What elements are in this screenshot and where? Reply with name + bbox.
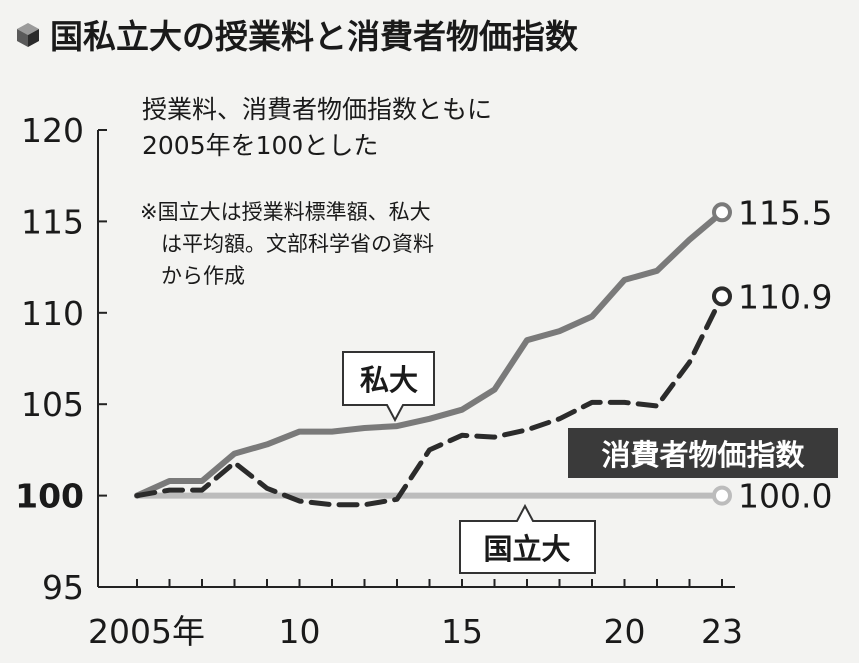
end-marker [712,286,732,307]
title-bar: 国私立大の授業料と消費者物価指数 [14,10,578,58]
x-tick-label: 23 [701,612,743,651]
series-line-shiritsu [134,209,725,499]
source-note-line: ※国立大は授業料標準額、私大 [140,200,431,224]
y-tick-label: 120 [21,111,84,150]
end-marker [712,202,732,223]
subtitle-line: 2005年を100とした [142,131,379,160]
source-note-line: は平均額。文部科学省の資料 [140,232,434,256]
y-tick-label: 95 [42,568,84,607]
y-tick-label: 110 [21,294,84,333]
end-value-label: 115.5 [738,193,832,232]
cube-icon [17,23,39,47]
y-tick-label: 100 [15,477,84,516]
subtitle-line: 授業料、消費者物価指数ともに [142,95,493,124]
series-label-box-shiritsu [342,351,435,423]
series-label-kokuritsu: 国立大 [483,532,570,566]
end-value-label: 100.0 [738,477,832,516]
end-marker [712,485,732,506]
chart-title: 国私立大の授業料と消費者物価指数 [50,17,578,56]
source-note: ※国立大は授業料標準額、私大 は平均額。文部科学省の資料 から作成 [140,196,434,292]
x-tick-label: 15 [441,612,483,651]
x-tick-label: 20 [604,612,646,651]
series-label-box-cpi [568,428,838,478]
x-tick-label: 2005年 [88,612,205,651]
series-label-cpi: 消費者物価指数 [601,438,805,472]
x-tick-label: 10 [279,612,321,651]
source-note-line: から作成 [140,264,245,288]
series-label-box-kokuritsu [459,503,596,574]
subtitle-note: 授業料、消費者物価指数ともに 2005年を100とした [142,92,492,164]
end-value-label: 110.9 [738,277,832,316]
y-tick-label: 115 [21,202,84,241]
y-tick-label: 105 [21,385,84,424]
series-label-shiritsu: 私大 [360,363,418,397]
series-line-cpi [134,293,725,508]
